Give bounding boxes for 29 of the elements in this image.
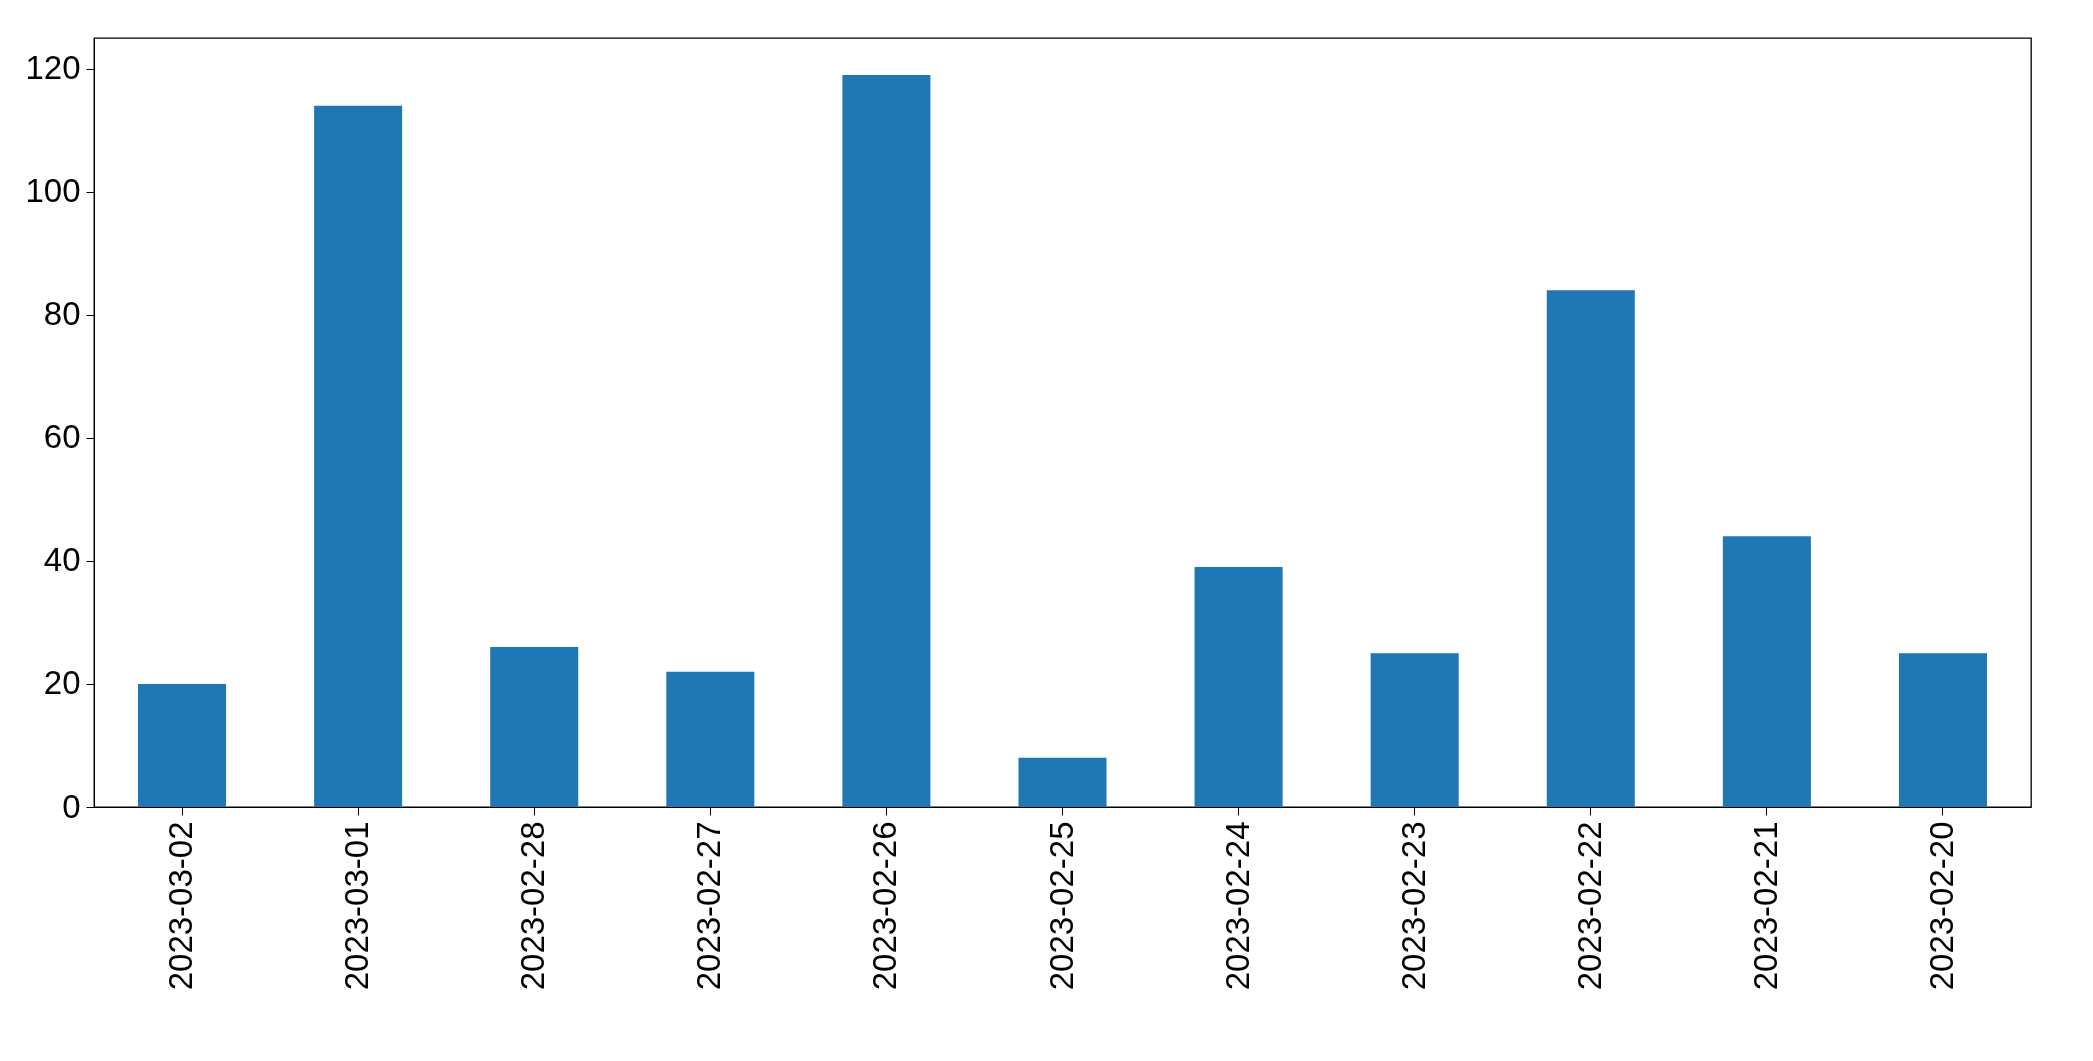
bar xyxy=(842,74,931,807)
x-tick-label: 2023-02-20 xyxy=(1922,821,1960,991)
bar xyxy=(314,105,403,807)
x-tick-label: 2023-02-23 xyxy=(1394,821,1432,991)
bar xyxy=(666,671,755,807)
bar xyxy=(1546,290,1635,807)
y-tick-label: 60 xyxy=(43,418,81,456)
x-tick-label: 2023-02-25 xyxy=(1042,821,1080,991)
bar xyxy=(1194,567,1283,807)
x-tick-label: 2023-02-26 xyxy=(866,821,904,991)
y-tick-label: 0 xyxy=(62,787,81,825)
y-tick-label: 40 xyxy=(43,541,81,579)
bar xyxy=(1370,653,1459,807)
x-tick-label: 2023-02-22 xyxy=(1570,821,1608,991)
y-tick-label: 20 xyxy=(43,664,81,702)
y-tick-label: 80 xyxy=(43,295,81,333)
bar xyxy=(138,683,227,807)
x-tick-label: 2023-03-02 xyxy=(162,821,200,991)
y-tick-label: 100 xyxy=(25,172,81,210)
x-tick-label: 2023-02-24 xyxy=(1218,821,1256,991)
bar xyxy=(1898,653,1987,807)
y-tick-label: 120 xyxy=(25,49,81,87)
bar xyxy=(1018,757,1107,807)
x-tick-label: 2023-02-28 xyxy=(514,821,552,991)
bar xyxy=(490,647,579,807)
x-tick-label: 2023-02-21 xyxy=(1746,821,1784,991)
x-tick-label: 2023-02-27 xyxy=(690,821,728,991)
bar xyxy=(1722,536,1811,807)
x-tick-label: 2023-03-01 xyxy=(338,821,376,991)
